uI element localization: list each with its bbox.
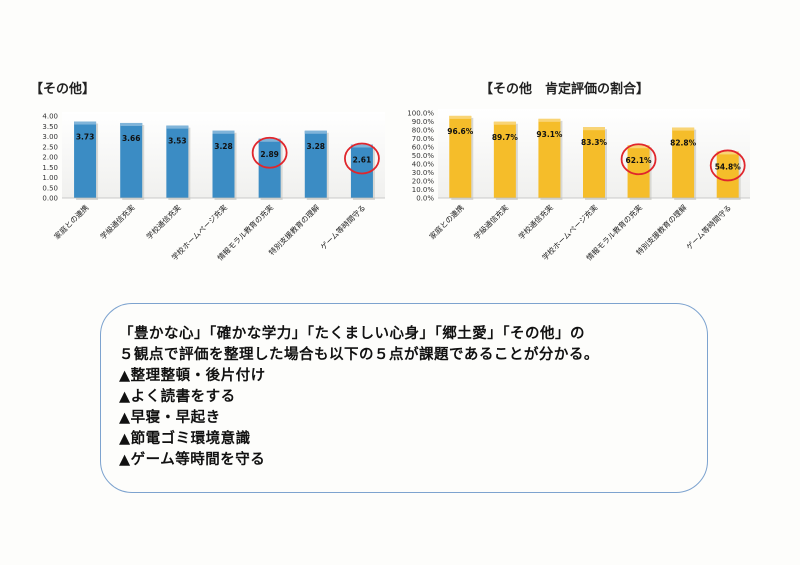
bar <box>449 115 472 198</box>
data-label: 2.61 <box>353 155 372 164</box>
y-tick-label: 3.00 <box>42 133 58 141</box>
y-tick-label: 1.50 <box>42 164 58 172</box>
bar <box>74 121 97 198</box>
y-tick-label: 1.00 <box>42 174 58 182</box>
bar-highlight <box>304 130 327 134</box>
summary-issue: ▲早寝・早起き <box>119 410 221 426</box>
bar-highlight <box>212 130 235 134</box>
bar <box>672 127 695 198</box>
y-tick-label: 2.50 <box>42 143 58 151</box>
chart-title: 【その他】 <box>30 82 96 97</box>
bar-highlight <box>583 127 605 131</box>
category-label: 学級通信充実 <box>98 202 137 241</box>
summary-issue: ▲節電ゴミ環境意識 <box>119 431 251 447</box>
bar <box>212 130 235 198</box>
summary-box: 「豊かな心」「確かな学力」「たくましい心身」「郷土愛」「その他」の ５観点で評価… <box>100 303 708 493</box>
y-tick-label: 3.50 <box>42 123 58 131</box>
category-label: 学校通信充実 <box>516 202 555 241</box>
bar-highlight <box>627 145 650 149</box>
bar-highlight <box>493 121 516 125</box>
bar-highlight <box>350 144 373 148</box>
data-label: 3.28 <box>307 142 326 151</box>
bar <box>716 151 739 198</box>
bar <box>166 125 189 198</box>
data-label: 3.53 <box>168 137 187 146</box>
bar <box>538 118 561 198</box>
y-tick-label: 2.00 <box>42 154 58 162</box>
data-label: 3.73 <box>76 133 95 142</box>
summary-line: 「豊かな心」「確かな学力」「たくましい心身」「郷土愛」「その他」の <box>119 326 585 342</box>
bar-highlight <box>166 125 189 129</box>
bar-highlight <box>120 122 143 126</box>
bar-highlight <box>449 115 472 119</box>
data-label: 83.3% <box>581 138 608 147</box>
bar-highlight <box>258 138 281 142</box>
bar <box>350 144 373 198</box>
data-label: 62.1% <box>626 156 653 165</box>
data-label: 54.8% <box>715 162 742 171</box>
y-tick-label: 100.0% <box>407 110 434 118</box>
chart-average-score: 【その他】 0.00 0.50 1.00 1.50 2.00 2.50 3.00 3.50 4.… <box>0 0 400 300</box>
y-tick-label: 4.00 <box>42 113 58 121</box>
y-tick-label: 70.0% <box>412 135 435 143</box>
category-label: 特別支援教育の理解 <box>266 202 321 257</box>
data-label: 2.89 <box>260 150 279 159</box>
chart-title: 【その他 肯定評価の割合】 <box>480 82 650 97</box>
summary-issue: ▲整理整頓・後片付け <box>119 368 266 384</box>
category-label: 学校通信充実 <box>144 202 183 241</box>
data-label: 89.7% <box>492 133 519 142</box>
data-label: 96.6% <box>447 127 474 136</box>
summary-issue: ▲ゲーム等時間を守る <box>119 452 266 468</box>
highlight-circle <box>251 136 288 169</box>
category-label: 家庭との連携 <box>52 202 91 241</box>
y-tick-label: 0.0% <box>416 195 434 203</box>
category-label: ゲーム等時間守る <box>684 202 733 251</box>
y-tick-label: 20.0% <box>412 178 435 186</box>
summary-issue: ▲よく読書をする <box>119 389 236 405</box>
category-label: 家庭との連携 <box>427 202 466 241</box>
summary-line: ５観点で評価を整理した場合も以下の５点が課題であることが分かる。 <box>119 347 599 363</box>
category-label: 学級通信充実 <box>471 202 510 241</box>
y-tick-label: 0.00 <box>42 195 58 203</box>
data-label: 3.66 <box>122 134 141 143</box>
bar <box>120 122 143 198</box>
highlight-circle <box>620 143 657 176</box>
bar <box>493 121 516 198</box>
bar <box>583 127 605 198</box>
data-label: 3.28 <box>214 142 233 151</box>
category-label: ゲーム等時間守る <box>318 202 367 251</box>
bar-highlight <box>74 121 97 125</box>
y-tick-label: 0.50 <box>42 184 58 192</box>
y-tick-label: 40.0% <box>412 161 435 169</box>
bar-highlight <box>716 151 739 155</box>
highlight-circle <box>344 142 380 175</box>
y-tick-label: 60.0% <box>412 144 435 152</box>
data-label: 82.8% <box>670 139 697 148</box>
y-tick-label: 90.0% <box>412 118 435 126</box>
chart-svg: 0.00 0.50 1.00 1.50 2.00 2.50 3.00 3.50 4.00 3.73… <box>42 112 385 262</box>
y-tick-label: 10.0% <box>412 186 435 194</box>
bar <box>304 130 327 198</box>
y-tick-label: 80.0% <box>412 127 435 135</box>
chart-svg: 0.0%10.0%20.0%30.0%40.0%50.0%60.0%70.0%8… <box>407 109 750 262</box>
bar <box>627 145 650 198</box>
highlight-circle <box>709 149 746 182</box>
y-tick-label: 30.0% <box>412 169 435 177</box>
chart-positive-ratio: 【その他 肯定評価の割合】 0.0% 10.0% 20.0% 30.0% 40.0% 50… <box>400 0 800 300</box>
data-label: 93.1% <box>536 130 563 139</box>
bar-highlight <box>538 118 561 122</box>
bar-highlight <box>672 127 695 131</box>
y-tick-label: 50.0% <box>412 152 435 160</box>
